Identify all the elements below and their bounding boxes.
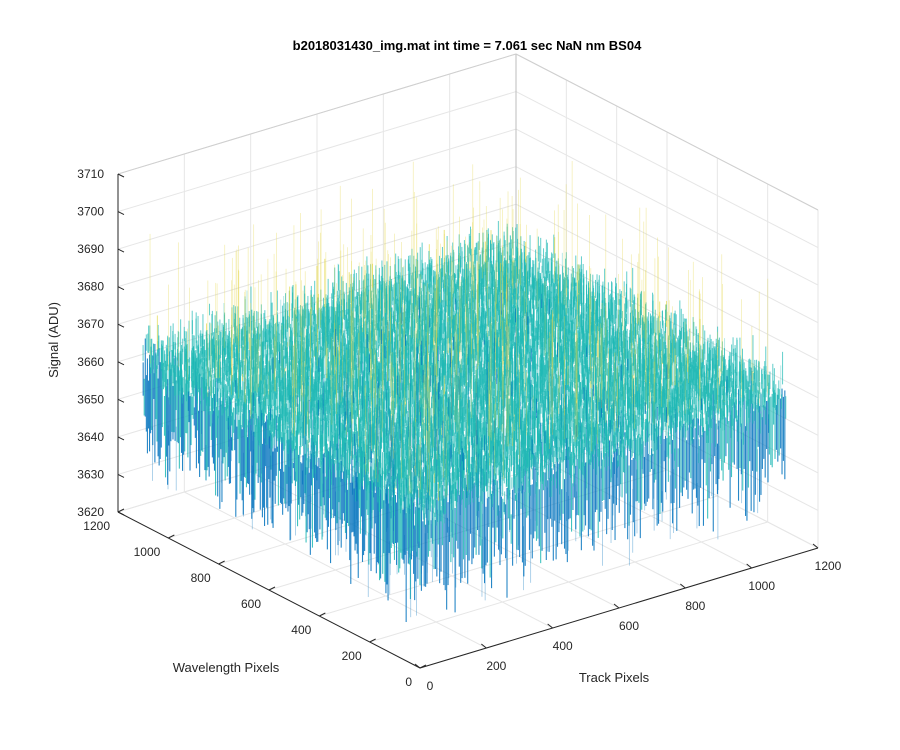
- gridline-z-left: [117, 166, 517, 288]
- gridline-y-floor: [319, 495, 718, 617]
- chart-title: b2018031430_img.mat int time = 7.061 sec…: [293, 38, 642, 53]
- box-edge-top-left: [117, 53, 517, 175]
- gridline-z-left: [117, 91, 517, 213]
- gridline-z-left: [117, 128, 517, 250]
- gridline-z-right: [515, 128, 819, 286]
- gridline-z-left: [117, 203, 517, 325]
- gridline-z-right: [515, 203, 819, 361]
- gridline-z-right: [515, 166, 819, 324]
- noise-surface: [142, 160, 787, 623]
- gridline-y-floor: [369, 521, 768, 643]
- box-edge-top-right: [515, 53, 819, 211]
- gridline-z-right: [515, 91, 819, 248]
